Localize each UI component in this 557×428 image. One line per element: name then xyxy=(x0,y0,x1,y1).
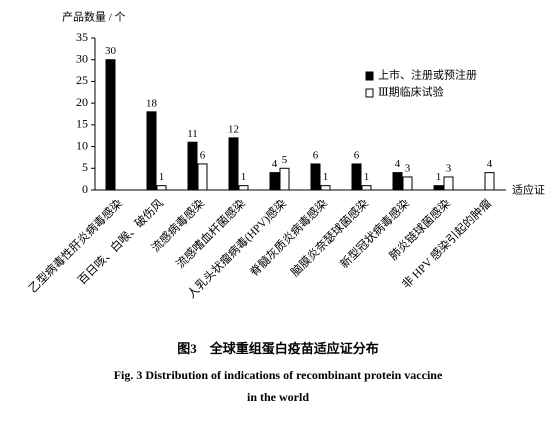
y-tick-label: 15 xyxy=(76,117,88,131)
x-tick-label: 脊髓灰质炎病毒感染 xyxy=(247,196,330,279)
y-tick-label: 30 xyxy=(76,51,88,65)
bar xyxy=(361,185,372,191)
data-label: 4 xyxy=(395,158,401,170)
y-tick-label: 35 xyxy=(76,30,88,44)
bar xyxy=(392,172,403,191)
y-tick-label: 0 xyxy=(82,182,88,196)
data-label: 1 xyxy=(241,171,247,183)
legend-swatch xyxy=(365,71,374,81)
bar xyxy=(351,163,362,191)
bar xyxy=(279,167,290,191)
bar xyxy=(228,137,239,191)
caption: in the world xyxy=(247,390,309,404)
y-tick-label: 20 xyxy=(76,95,88,109)
x-axis-label: 适应证 xyxy=(512,183,545,197)
y-axis-label: 产品数量 / 个 xyxy=(62,10,126,24)
data-label: 11 xyxy=(187,128,198,140)
data-label: 6 xyxy=(200,149,206,161)
data-label: 1 xyxy=(323,171,329,183)
bar xyxy=(238,185,249,191)
data-label: 1 xyxy=(436,171,442,183)
bar xyxy=(402,176,413,191)
data-label: 12 xyxy=(228,123,239,135)
legend-label: Ⅲ期临床试验 xyxy=(378,85,444,99)
bar xyxy=(156,185,167,191)
y-tick-label: 25 xyxy=(76,73,88,87)
data-label: 6 xyxy=(313,149,319,161)
y-tick-label: 10 xyxy=(76,138,88,152)
x-tick-label: 新型冠状病毒感染 xyxy=(337,196,412,271)
data-label: 6 xyxy=(354,149,360,161)
bar xyxy=(310,163,321,191)
bar xyxy=(484,172,495,191)
data-label: 4 xyxy=(487,158,493,170)
data-label: 18 xyxy=(146,97,158,109)
x-tick-label: 脑膜炎奈瑟球菌感染 xyxy=(288,196,371,279)
caption: Fig. 3 Distribution of indications of re… xyxy=(114,368,443,382)
data-label: 1 xyxy=(364,171,370,183)
legend-label: 上市、注册或预注册 xyxy=(378,68,477,82)
data-label: 1 xyxy=(159,171,165,183)
y-tick-label: 5 xyxy=(82,160,88,174)
bar xyxy=(187,141,198,191)
bar xyxy=(443,176,454,191)
bar xyxy=(105,59,116,191)
x-tick-label: 流感嗜血杆菌感染 xyxy=(173,196,248,271)
data-label: 4 xyxy=(272,158,278,170)
data-label: 3 xyxy=(405,163,411,175)
caption: 图3 全球重组蛋白疫苗适应证分布 xyxy=(177,341,379,356)
bar xyxy=(433,185,444,191)
data-label: 30 xyxy=(105,45,117,57)
data-label: 3 xyxy=(446,163,452,175)
bar xyxy=(320,185,331,191)
bar xyxy=(146,111,157,191)
data-label: 5 xyxy=(282,154,288,166)
bar xyxy=(197,163,208,191)
legend-swatch xyxy=(365,88,374,98)
bar xyxy=(269,172,280,191)
